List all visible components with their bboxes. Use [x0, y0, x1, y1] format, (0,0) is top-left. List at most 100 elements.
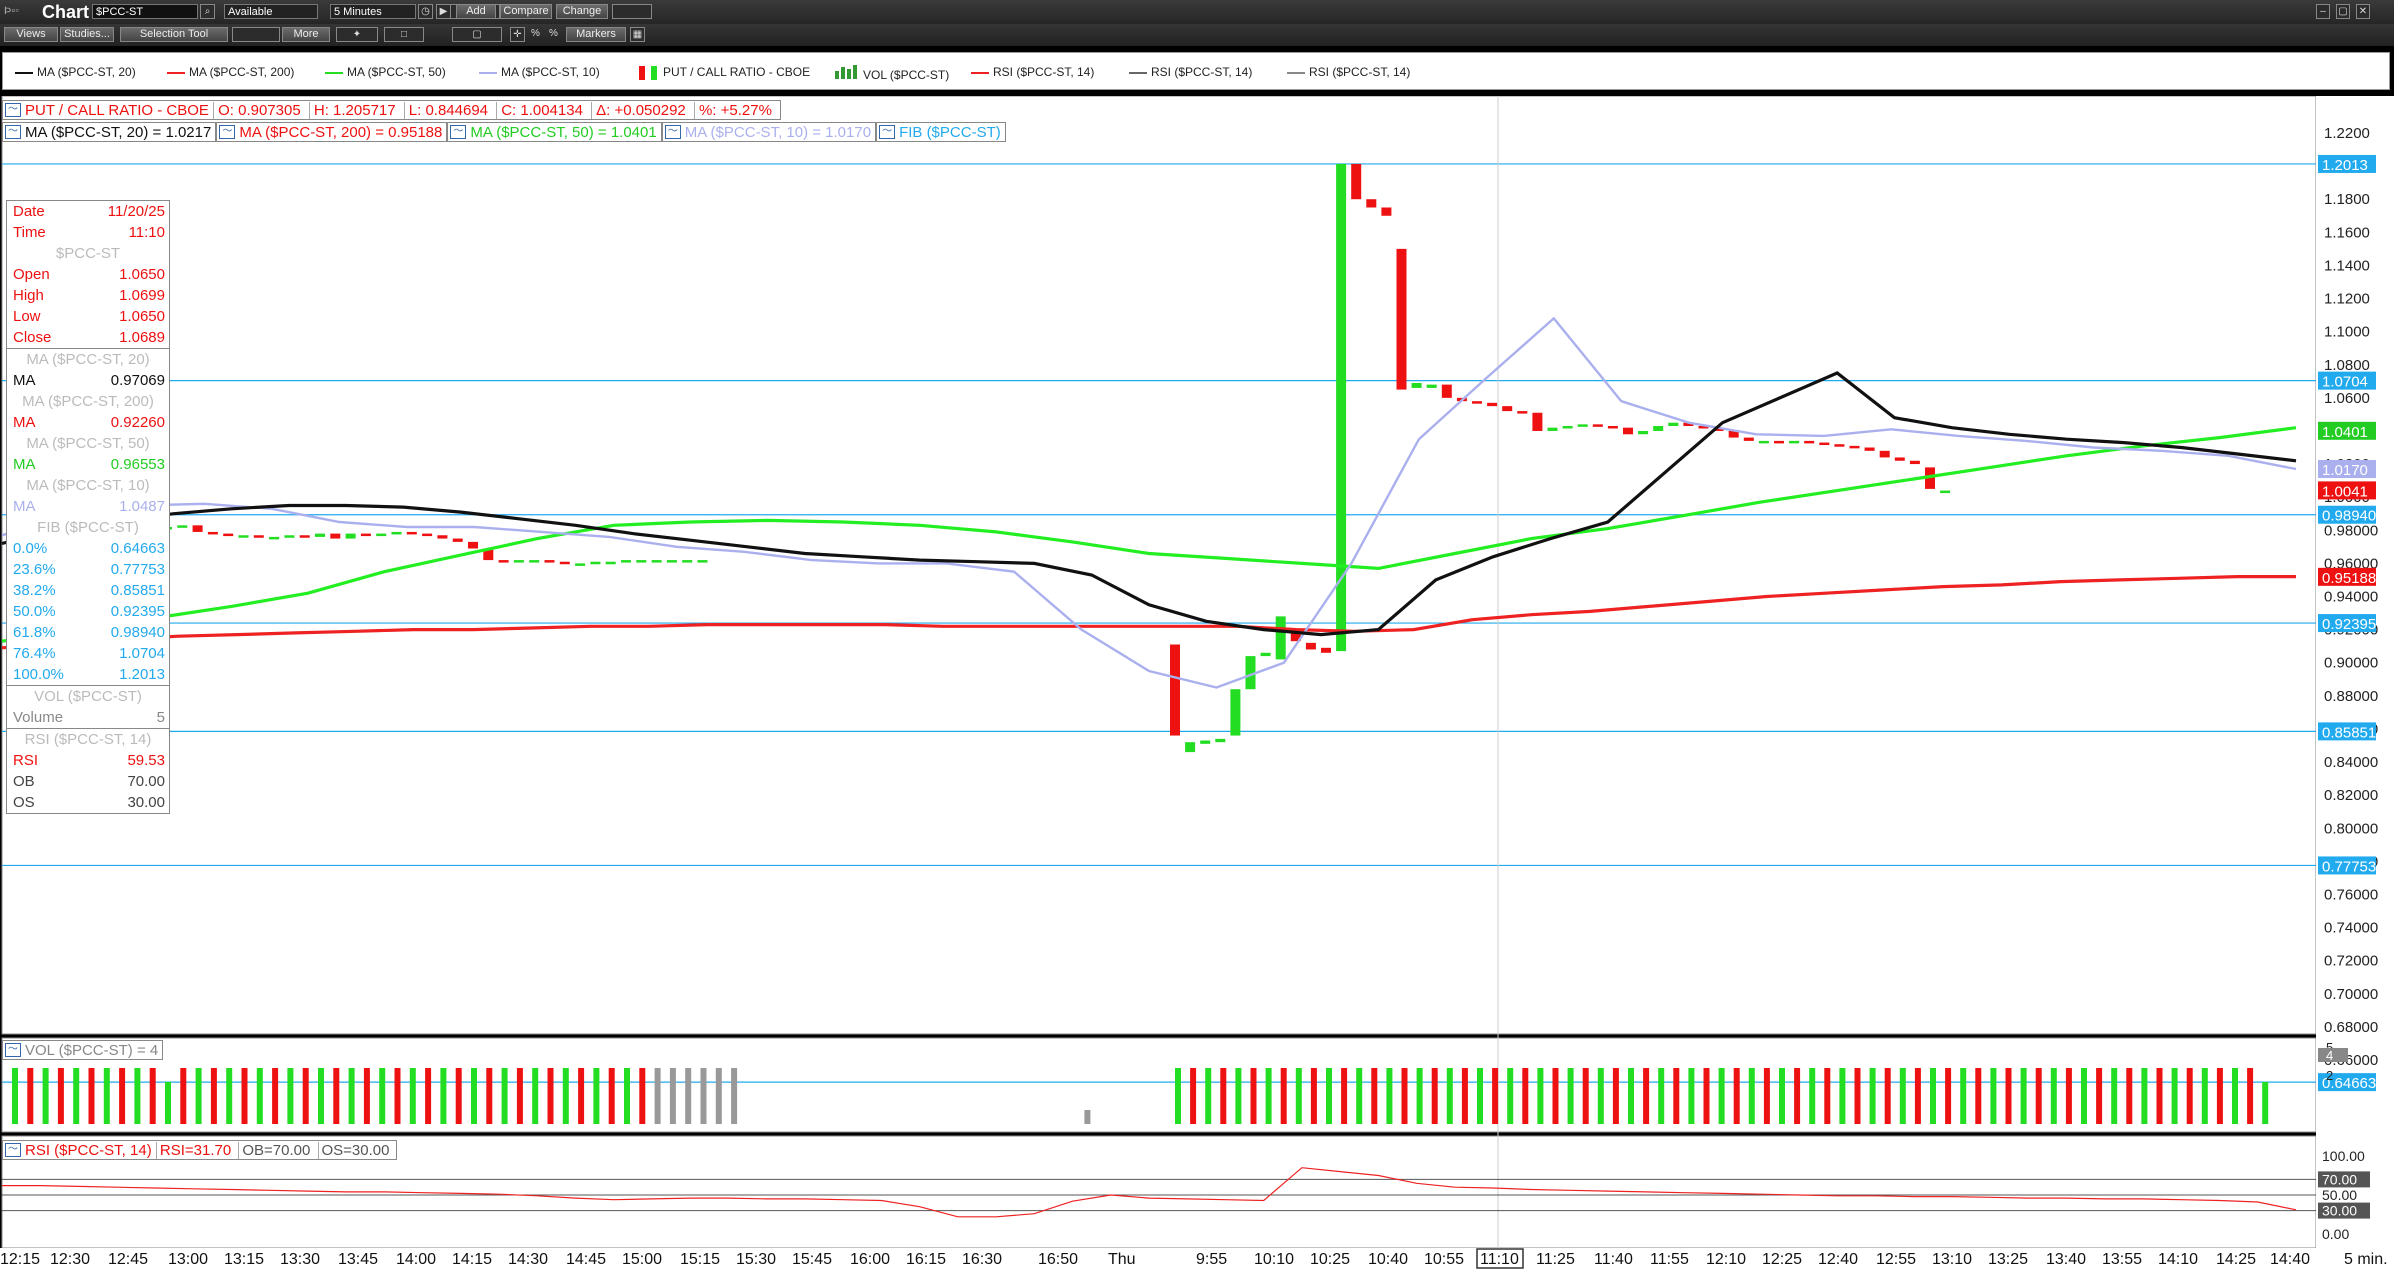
volume-bar	[562, 1068, 569, 1124]
price-axis-label: 0.74000	[2324, 920, 2378, 937]
percent-button[interactable]: %	[531, 28, 540, 39]
high-label: High	[13, 287, 44, 304]
legend-item[interactable]: RSI ($PCC-ST, 14)	[1287, 65, 1410, 79]
volume-tag	[2318, 1048, 2348, 1062]
fib-level-value: 1.2013	[119, 666, 165, 683]
status-select[interactable]: Available	[224, 4, 318, 19]
add-button[interactable]: Add	[456, 4, 496, 19]
close-icon[interactable]: ✕	[2356, 4, 2370, 19]
fib-header[interactable]: 〜 FIB ($PCC-ST)	[876, 122, 1006, 142]
shape-icon[interactable]: ▢	[452, 27, 502, 42]
candle	[1275, 616, 1286, 660]
date-value: 11/20/25	[107, 203, 165, 220]
volume-header[interactable]: 〜 VOL ($PCC-ST) = 4	[2, 1040, 164, 1060]
compare-button[interactable]: Compare	[500, 4, 552, 19]
vol-section-title: VOL ($PCC-ST)	[7, 685, 169, 707]
volume-bar	[409, 1068, 416, 1124]
interval-select[interactable]: 5 Minutes	[330, 4, 416, 19]
symbol-input[interactable]: $PCC-ST	[92, 4, 198, 19]
volume-bar	[119, 1068, 126, 1124]
price-axis-label: 1.1400	[2324, 257, 2370, 274]
rectangle-icon[interactable]: □	[384, 27, 424, 42]
studies-button[interactable]: Studies...	[60, 27, 114, 42]
time-value: 11:10	[128, 224, 165, 241]
volume-bar	[1854, 1068, 1861, 1124]
close-row: Close 1.0689	[7, 327, 169, 348]
time-row: Time 11:10	[7, 222, 169, 243]
candle	[1305, 642, 1316, 650]
draw-tool-button[interactable]	[232, 27, 280, 42]
volume-bar	[1643, 1068, 1650, 1124]
fib-level-value: 0.98940	[110, 624, 165, 641]
legend-item[interactable]: MA ($PCC-ST, 10)	[479, 65, 600, 79]
grid-icon[interactable]: ▦	[630, 27, 645, 42]
price-tag	[2318, 1073, 2376, 1092]
candle	[1351, 163, 1362, 200]
ma20-value: 0.97069	[110, 372, 165, 389]
chart-canvas[interactable]: 1.22001.20001.18001.16001.14001.12001.10…	[0, 96, 2394, 1269]
candle	[1607, 425, 1618, 429]
price-axis-label: 0.68000	[2324, 1019, 2378, 1036]
views-button[interactable]: Views	[4, 27, 58, 42]
study-legend: MA ($PCC-ST, 20) MA ($PCC-ST, 200) MA ($PC…	[2, 52, 2390, 90]
legend-item[interactable]: MA ($PCC-ST, 20)	[15, 65, 136, 79]
candle	[697, 560, 708, 563]
volume-bar	[272, 1068, 279, 1124]
fib-row: 100.0% 1.2013	[7, 664, 169, 685]
candle	[621, 560, 631, 563]
volume-bar	[195, 1068, 202, 1124]
volume-bar	[639, 1068, 646, 1124]
candle	[1185, 742, 1196, 753]
volume-bar	[2081, 1068, 2087, 1124]
volume-bar	[348, 1068, 355, 1124]
legend-item[interactable]: MA ($PCC-ST, 200)	[167, 65, 294, 79]
search-icon[interactable]: ⌕	[200, 4, 215, 19]
candle	[590, 561, 601, 565]
cursor-icon[interactable]: ✦	[336, 27, 378, 42]
crosshair-icon[interactable]: ✛	[510, 27, 525, 42]
price-tag	[2318, 481, 2376, 500]
ma200-header[interactable]: 〜 MA ($PCC-ST, 200) = 0.95188	[216, 122, 448, 142]
time-axis-label: 13:45	[338, 1251, 378, 1268]
markers-button[interactable]: Markers	[566, 27, 626, 42]
percent-log-button[interactable]: %	[549, 28, 558, 39]
legend-item[interactable]: RSI ($PCC-ST, 14)	[1129, 65, 1252, 79]
price-tag-label: 0.77753	[2322, 858, 2376, 875]
restore-icon[interactable]: ▢	[2336, 4, 2350, 19]
legend-item[interactable]: PUT / CALL RATIO - CBOE	[639, 65, 810, 80]
selection-tool-button[interactable]: Selection Tool	[120, 27, 228, 42]
price-axis-label: 0.90000	[2324, 655, 2378, 672]
price-axis-label: 0.76000	[2324, 886, 2378, 903]
clock-icon[interactable]: ◷	[418, 4, 433, 19]
volume-bar	[1975, 1068, 1982, 1124]
candle	[1532, 412, 1543, 431]
price-tag-label: 0.98940	[2322, 508, 2376, 525]
fib-level-label: 23.6%	[13, 561, 56, 578]
legend-item[interactable]: RSI ($PCC-ST, 14)	[971, 65, 1094, 79]
volume-bar	[2065, 1068, 2072, 1124]
candle	[468, 541, 478, 549]
candle	[513, 560, 524, 563]
time-axis-label: 14:00	[396, 1251, 436, 1268]
more-button[interactable]: More	[282, 27, 330, 42]
ma20-header[interactable]: 〜 MA ($PCC-ST, 20) = 1.0217	[2, 122, 217, 142]
minimize-icon[interactable]: –	[2316, 4, 2330, 19]
candle	[1366, 199, 1377, 208]
volume-bar	[1401, 1068, 1408, 1124]
candle	[1411, 382, 1422, 388]
volume-tag-label: 4	[2326, 1048, 2333, 1063]
rsi-header[interactable]: 〜 RSI ($PCC-ST, 14) RSI=31.70 OB=70.00 O…	[2, 1140, 398, 1160]
fib-row: 38.2% 0.85851	[7, 580, 169, 601]
volume-bar	[287, 1068, 294, 1124]
legend-item[interactable]: MA ($PCC-ST, 50)	[325, 65, 446, 79]
change-button[interactable]: Change	[556, 4, 608, 19]
ma10-header[interactable]: 〜 MA ($PCC-ST, 10) = 1.0170	[661, 122, 877, 142]
legend-item[interactable]: VOL ($PCC-ST)	[835, 65, 949, 82]
ma50-header[interactable]: 〜 MA ($PCC-ST, 50) = 1.0401	[447, 122, 662, 142]
extra-button[interactable]	[612, 4, 652, 19]
time-axis-pane	[0, 1248, 2394, 1269]
play-icon[interactable]: ▶	[436, 4, 451, 19]
open-label: Open	[13, 266, 50, 283]
window-title: Chart	[42, 2, 90, 22]
line-swatch-icon	[479, 71, 497, 74]
